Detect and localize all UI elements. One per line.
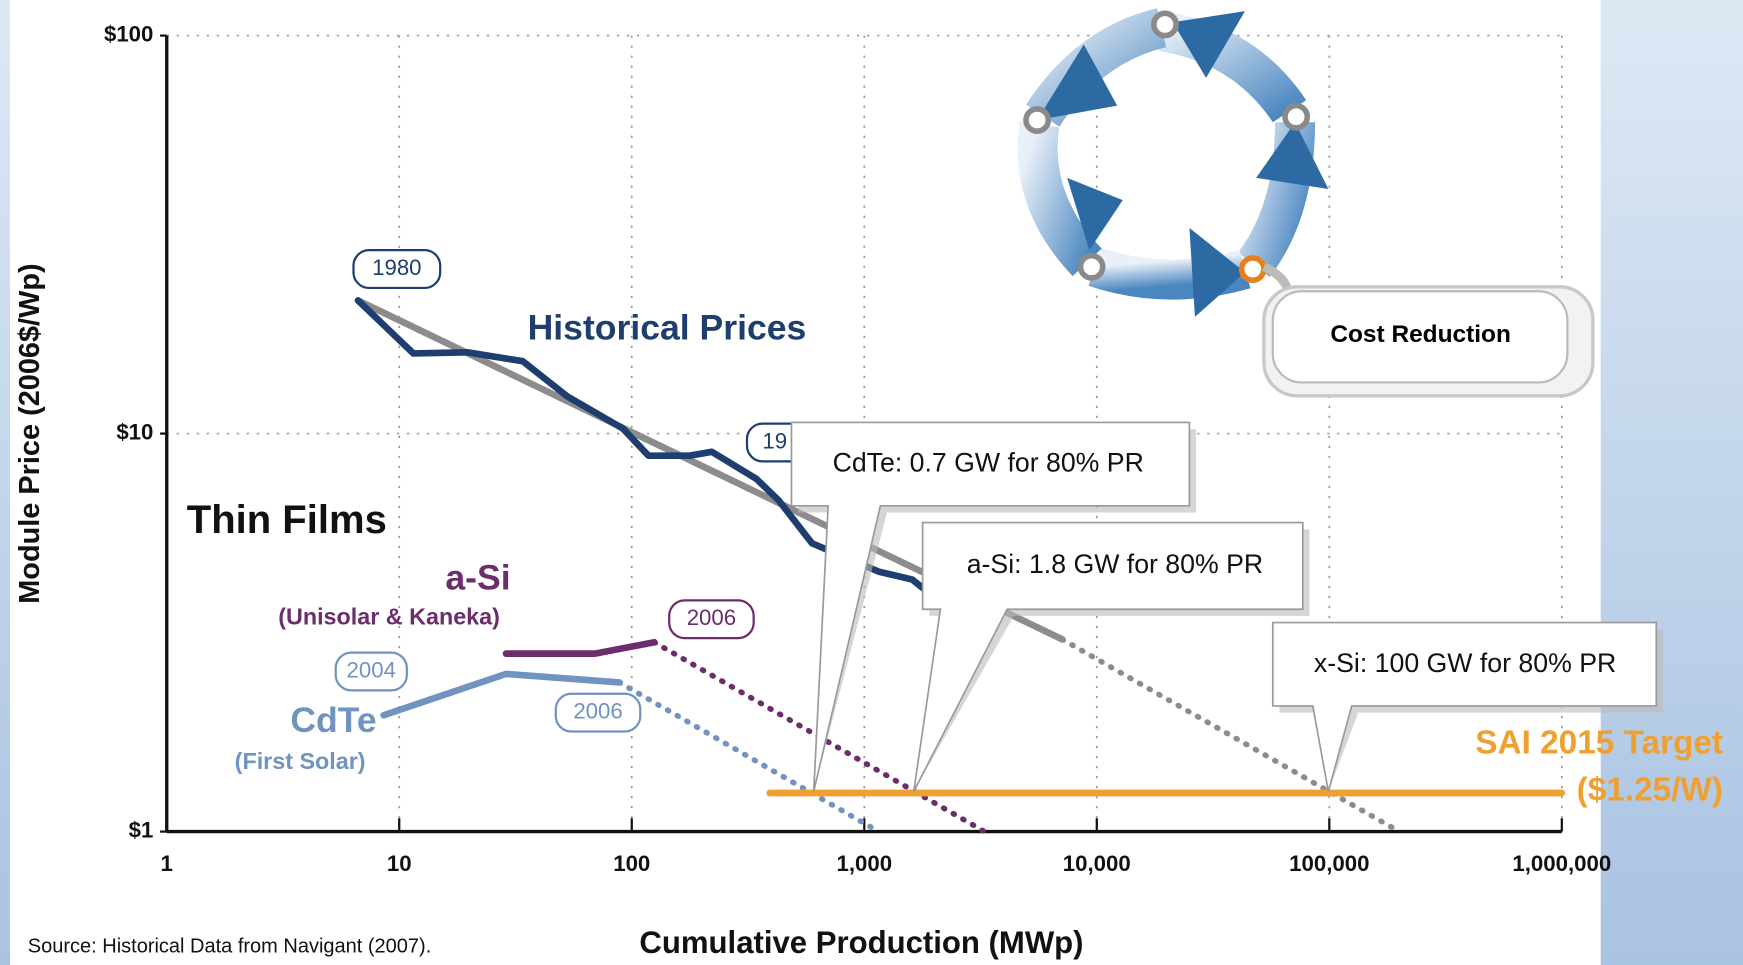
series-label: Historical Prices — [528, 308, 807, 348]
x-tick-label: 10 — [387, 851, 412, 876]
annotation: 2006 — [573, 699, 622, 724]
arrow-head — [1256, 122, 1329, 189]
callout: CdTe: 0.7 GW for 80% PR — [790, 421, 1197, 792]
cycle-arrow — [1158, 11, 1307, 123]
arrow-head — [1172, 11, 1245, 78]
series-label: CdTe — [290, 700, 376, 740]
callout-box — [790, 421, 1191, 792]
cost-box — [1271, 290, 1569, 384]
callout-text: a-Si: 1.8 GW for 80% PR — [967, 549, 1263, 579]
x-tick-label: 1,000 — [836, 851, 892, 876]
annotation: 19 — [762, 428, 787, 453]
annotation: 1980 — [372, 255, 421, 280]
bubble — [352, 249, 442, 290]
annotation: 2006 — [687, 605, 736, 630]
side-strip — [0, 0, 11, 965]
cycle-arrow — [1017, 121, 1102, 277]
y-axis-label: Module Price (2006$/Wp) — [14, 263, 46, 603]
x-axis-label: Cumulative Production (MWp) — [639, 925, 1083, 960]
arrow-head — [1037, 44, 1118, 121]
source: Source: Historical Data from Navigant (2… — [28, 935, 431, 957]
callout-text: CdTe: 0.7 GW for 80% PR — [833, 448, 1144, 478]
arrow-head — [1189, 227, 1245, 317]
series-label: a-Si — [445, 558, 510, 598]
callout-box — [1271, 621, 1658, 792]
callout: x-Si: 100 GW for 80% PR — [1271, 621, 1663, 792]
cycle-node — [1077, 252, 1106, 281]
x-tick-label: 100,000 — [1289, 851, 1369, 876]
target-label: ($1.25/W) — [1577, 771, 1723, 808]
arrow-head — [1067, 177, 1123, 251]
y-tick-label: $100 — [104, 21, 153, 46]
x-tick-label: 1,000,000 — [1512, 851, 1611, 876]
bubble — [334, 651, 408, 692]
cycle-node — [1023, 106, 1052, 134]
callout: a-Si: 1.8 GW for 80% PR — [912, 521, 1310, 792]
cost-label: Cost Reduction — [1330, 321, 1511, 348]
cycle-node — [1282, 102, 1311, 131]
cycle-heads — [1037, 11, 1329, 317]
y-tick-label: $10 — [116, 419, 153, 444]
projection-line — [616, 679, 882, 835]
x-tick-label: 10,000 — [1063, 851, 1131, 876]
cycle-node — [1151, 10, 1179, 39]
target-label: SAI 2015 Target — [1475, 725, 1723, 762]
callout-text: x-Si: 100 GW for 80% PR — [1314, 648, 1616, 678]
side-panel — [1600, 0, 1743, 965]
bubble — [554, 692, 642, 733]
annotation: Thin Films — [187, 498, 387, 542]
annotation: (First Solar) — [235, 748, 366, 774]
bubble — [668, 599, 755, 640]
cycle-nodes — [1023, 10, 1311, 283]
series-line — [502, 638, 658, 657]
callout-box — [912, 521, 1304, 792]
y-tick-label: $1 — [129, 817, 154, 842]
x-tick-label: 1 — [161, 851, 173, 876]
annotation: (Unisolar & Kaneka) — [278, 603, 500, 629]
series-line — [380, 670, 623, 719]
cycle-node — [1238, 255, 1267, 283]
annotation: 2004 — [347, 657, 396, 682]
projection-line — [1059, 636, 1403, 835]
x-tick-label: 100 — [613, 851, 650, 876]
